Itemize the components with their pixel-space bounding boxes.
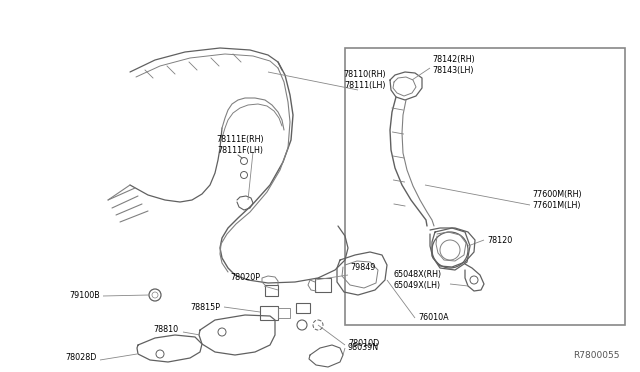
Text: 78010D: 78010D: [348, 339, 380, 347]
Text: 78120: 78120: [487, 235, 512, 244]
Text: 77600M(RH)
77601M(LH): 77600M(RH) 77601M(LH): [532, 190, 582, 210]
Text: 78110(RH)
78111(LH): 78110(RH) 78111(LH): [344, 70, 387, 90]
Text: 78815P: 78815P: [190, 304, 220, 312]
Text: 98039N: 98039N: [347, 343, 378, 353]
Text: 78810: 78810: [153, 326, 178, 334]
Text: 79100B: 79100B: [69, 292, 100, 301]
Text: R7800055: R7800055: [573, 351, 620, 360]
Text: 76010A: 76010A: [418, 314, 449, 323]
Text: 78142(RH)
78143(LH): 78142(RH) 78143(LH): [432, 55, 475, 75]
Text: 79849: 79849: [350, 263, 376, 273]
Text: 78111E(RH)
78111F(LH): 78111E(RH) 78111F(LH): [216, 135, 264, 155]
Text: 65048X(RH)
65049X(LH): 65048X(RH) 65049X(LH): [393, 270, 441, 290]
Text: 78020P: 78020P: [230, 273, 260, 282]
Text: 78028D: 78028D: [66, 353, 97, 362]
